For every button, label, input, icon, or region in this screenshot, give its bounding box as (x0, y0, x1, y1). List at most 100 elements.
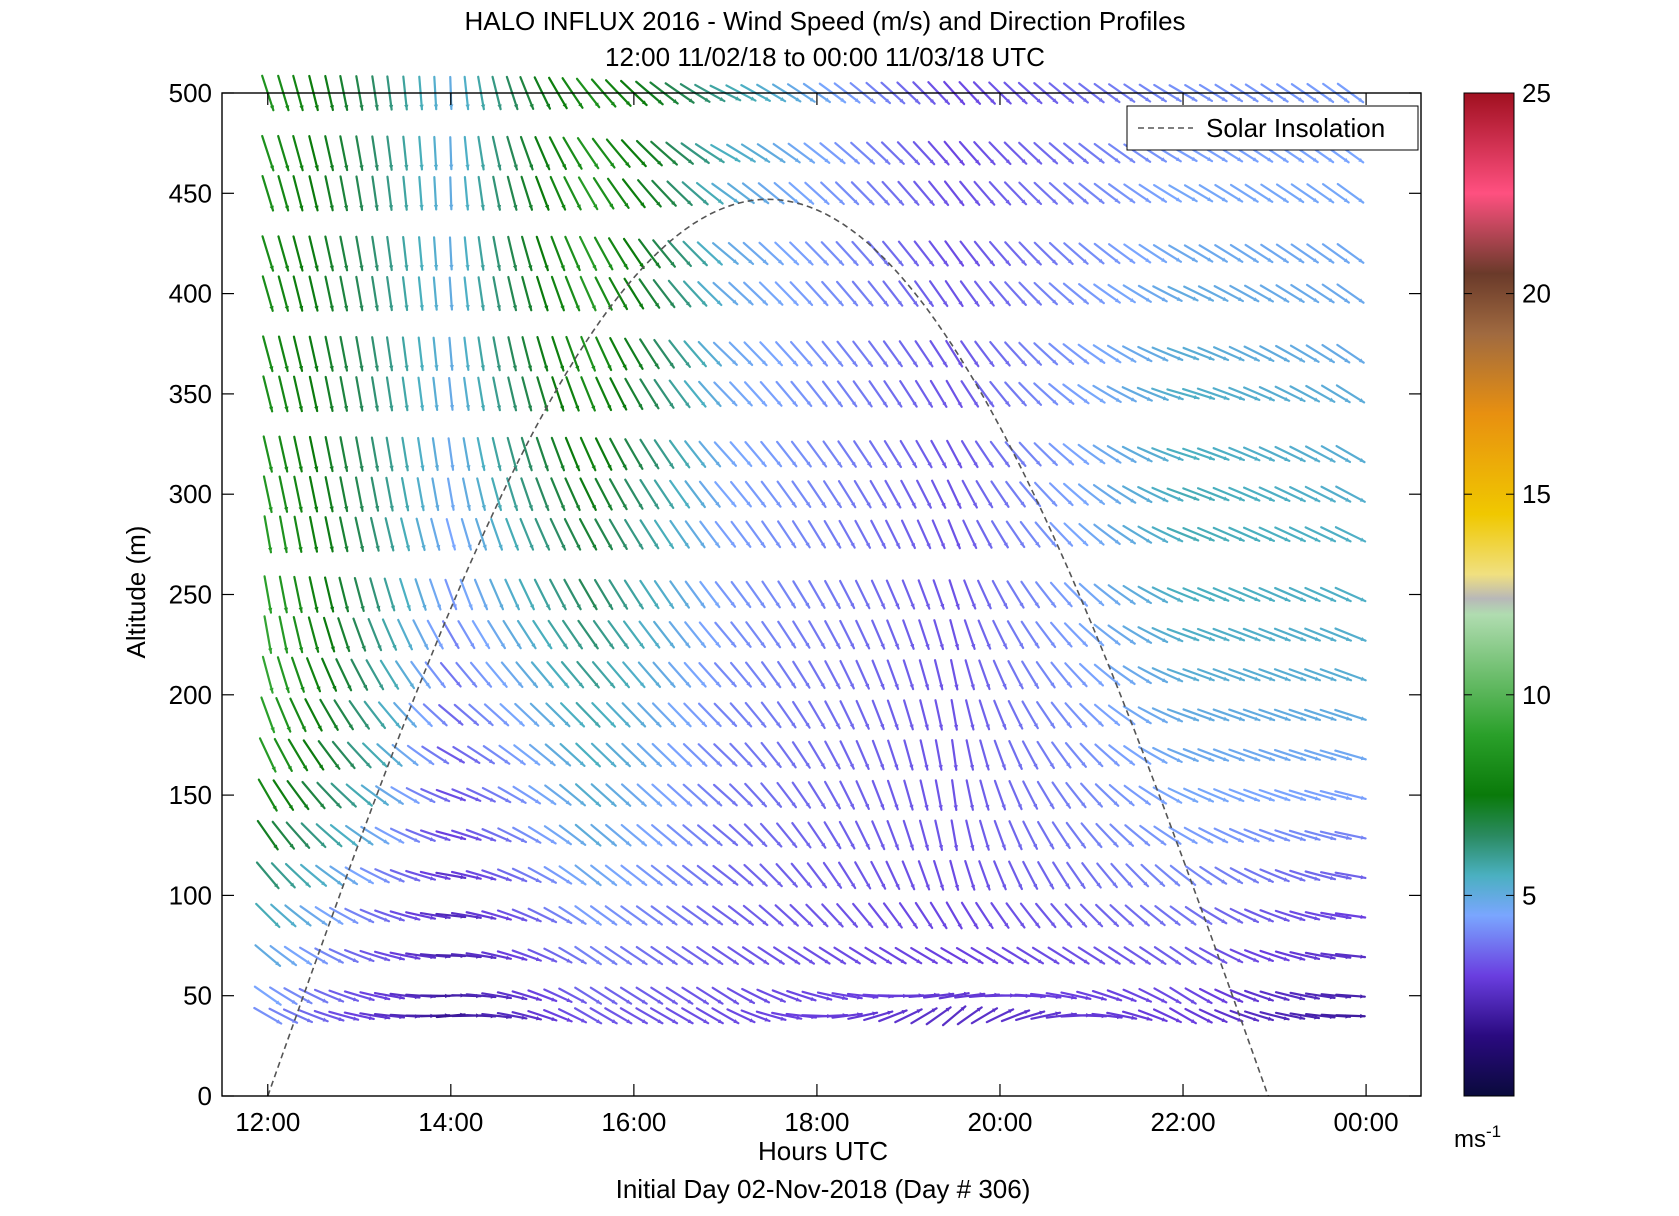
wind-vector-head (1001, 723, 1006, 729)
wind-vector (308, 175, 319, 212)
wind-vector (1122, 345, 1153, 363)
wind-vector (913, 180, 935, 206)
wind-vector-head (838, 300, 843, 306)
wind-vector-head (1019, 542, 1025, 547)
wind-vector-head (268, 547, 273, 553)
x-tick-label: 14:00 (418, 1107, 483, 1137)
wind-vector-head (928, 260, 934, 266)
wind-vector-head (383, 917, 389, 922)
wind-vector (865, 141, 891, 165)
wind-vector-head (566, 879, 572, 884)
wind-vector-head (1083, 959, 1089, 964)
wind-vector (1018, 281, 1042, 306)
wind-vector (713, 702, 738, 728)
wind-vector-head (1146, 396, 1152, 401)
wind-vector-head (503, 720, 509, 726)
wind-vector (1305, 344, 1336, 364)
wind-vector (558, 824, 587, 846)
wind-vector (777, 620, 797, 649)
wind-vector (774, 904, 799, 927)
wind-vector-head (1004, 922, 1009, 928)
wind-vector-head (805, 602, 810, 608)
wind-vector (821, 903, 844, 928)
wind-vector-head (1345, 875, 1351, 880)
wind-vector-head (763, 959, 769, 964)
wind-vector-head (314, 165, 319, 171)
wind-vector-head (640, 801, 646, 806)
wind-vector-head (269, 165, 275, 171)
wind-vector (609, 337, 628, 371)
wind-vector (1003, 181, 1028, 206)
wind-vector (401, 436, 409, 472)
wind-vector-head (1051, 541, 1056, 547)
wind-vector-head (1024, 1010, 1030, 1015)
wind-vector (1139, 904, 1166, 927)
wind-vector (854, 579, 871, 610)
wind-vector-head (287, 765, 292, 771)
wind-vector (846, 992, 879, 999)
wind-vector (1152, 244, 1183, 263)
wind-vector (386, 276, 393, 312)
wind-vector-head (913, 260, 918, 266)
wind-vector (1258, 446, 1291, 462)
wind-vector-head (500, 643, 505, 649)
wind-vector (698, 440, 722, 468)
wind-vector (463, 376, 470, 412)
wind-vector-head (1269, 636, 1275, 641)
wind-vector (324, 135, 334, 172)
wind-vector (1166, 668, 1200, 682)
wind-vector-head (792, 400, 797, 406)
wind-vector-head (551, 997, 557, 1002)
wind-vector (635, 986, 664, 1005)
wind-vector (1077, 343, 1106, 364)
wind-vector (777, 580, 797, 609)
wind-vector-head (865, 683, 870, 689)
wind-vector-head (272, 805, 277, 811)
wind-vector (729, 381, 753, 407)
wind-vector (1229, 183, 1259, 203)
wind-vector (450, 870, 482, 880)
wind-vector-head (718, 157, 724, 163)
wind-vector-head (702, 199, 708, 205)
wind-vector (1030, 1011, 1062, 1020)
wind-vector-head (671, 999, 677, 1004)
wind-vector-head (473, 720, 478, 725)
wind-vector (1036, 780, 1055, 810)
wind-vector (1033, 241, 1058, 266)
wind-vector (360, 784, 389, 806)
wind-vector (620, 864, 648, 887)
wind-vector (293, 515, 303, 553)
wind-vector (386, 175, 393, 211)
wind-vector-head (1082, 600, 1087, 606)
wind-vector (855, 739, 870, 770)
wind-vector (1197, 708, 1230, 722)
wind-vector-head (761, 400, 767, 406)
wind-vector (1035, 902, 1057, 929)
wind-vector-head (909, 804, 914, 810)
wind-vector (914, 280, 934, 307)
wind-vector (575, 742, 601, 768)
wind-vector-head (1099, 458, 1105, 464)
wind-vector-head (1130, 397, 1136, 402)
wind-vector-head (669, 462, 674, 468)
wind-vector (273, 737, 293, 772)
wind-vector (636, 864, 663, 887)
wind-vector-head (717, 919, 723, 925)
wind-vector-head (1002, 683, 1007, 689)
wind-vector (534, 517, 551, 551)
wind-vector (694, 143, 725, 164)
wind-vector-head (715, 681, 721, 687)
wind-vector-head (1283, 1016, 1289, 1021)
wind-vector-head (866, 461, 872, 467)
wind-vector-head (299, 265, 304, 271)
wind-vector-head (291, 960, 297, 966)
wind-vector (1199, 865, 1228, 885)
wind-vector-head (322, 998, 328, 1003)
wind-vector (744, 782, 768, 808)
wind-vector (261, 134, 275, 172)
wind-vector (1048, 182, 1074, 205)
wind-vector (1093, 946, 1121, 965)
wind-vector (807, 480, 827, 509)
wind-vector-head (389, 505, 394, 511)
wind-vector (446, 477, 455, 511)
